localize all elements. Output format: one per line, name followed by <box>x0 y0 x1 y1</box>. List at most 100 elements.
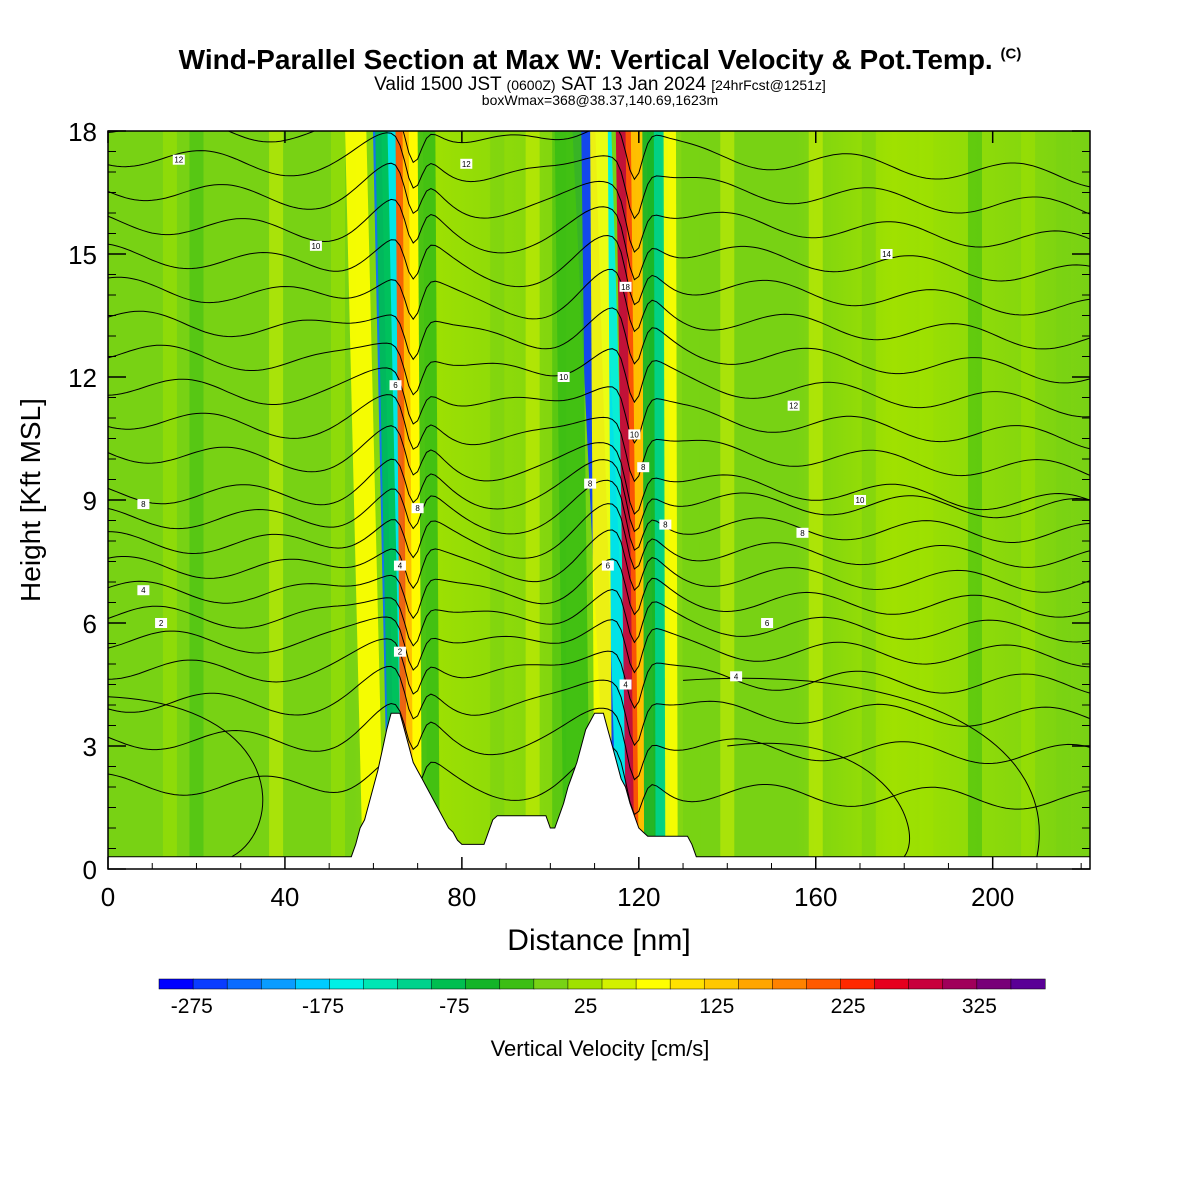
contour-label-text: 4 <box>398 562 403 571</box>
axes: 0 40 80 120 160 200 0 3 6 9 12 15 18 <box>68 117 1090 912</box>
contour-label-text: 8 <box>800 529 805 538</box>
theta-contour <box>108 458 1090 533</box>
contour-label-bg <box>393 646 406 657</box>
box-wmax-info: boxWmax=368@38.37,140.69,1623m <box>481 92 719 108</box>
field-streak <box>331 131 346 869</box>
contour-label: 6 <box>761 618 774 628</box>
theta-contour <box>108 131 1090 188</box>
contour-label-text: 4 <box>141 586 146 595</box>
colorbar-swatch <box>192 978 228 990</box>
contour-label: 8 <box>584 478 597 489</box>
contour-label-text: 8 <box>641 463 646 472</box>
contour-label: 2 <box>155 618 168 628</box>
y-tick-label: 12 <box>68 363 97 393</box>
colorbar-swatch <box>260 978 296 990</box>
colorbar-swatch <box>226 978 262 990</box>
contour-label: 4 <box>619 679 632 690</box>
contour-label-bg <box>172 154 185 165</box>
contour-label-bg <box>761 618 774 628</box>
colorbar-swatch <box>158 978 194 990</box>
contour-label-text: 4 <box>734 672 739 681</box>
contour-label: 2 <box>393 646 406 657</box>
colorbar-tick-label: -175 <box>302 995 344 1018</box>
colorbar-swatch <box>465 978 501 990</box>
valid-time-utc: (0600Z) <box>506 77 556 93</box>
y-tick-label: 6 <box>83 609 97 639</box>
contour-label-bg <box>309 240 322 251</box>
theta-contour <box>108 162 1090 253</box>
theta-contour <box>108 234 1090 316</box>
chart-subtitle: Valid 1500 JST (0600Z) SAT 13 Jan 2024 [… <box>0 74 1200 96</box>
colorbar-swatch <box>499 978 535 990</box>
contour-label-text: 10 <box>559 373 568 382</box>
theta-contour <box>108 638 1090 709</box>
contour-label: 10 <box>628 429 641 440</box>
contour-label: 12 <box>172 154 185 165</box>
x-tick-label: 0 <box>101 882 115 912</box>
contour-label-text: 2 <box>398 648 403 657</box>
colorbar-tick-label: -75 <box>439 995 469 1018</box>
theta-contour <box>727 742 911 858</box>
x-tick-label: 120 <box>617 882 660 912</box>
colorbar-swatch <box>567 978 603 990</box>
contour-label-bg <box>730 671 743 682</box>
theta-contour <box>108 425 1090 515</box>
contour-label-bg <box>628 429 641 440</box>
y-tick-label: 0 <box>83 855 97 885</box>
contour-label-text: 6 <box>393 381 398 390</box>
contour-label: 8 <box>411 503 424 514</box>
colorbar-swatch <box>363 978 399 990</box>
theta-contour <box>108 588 1090 647</box>
theta-contour <box>108 342 1090 418</box>
theta-contour <box>108 616 1090 674</box>
velocity-band <box>345 131 385 869</box>
contour-label-text: 12 <box>789 402 798 411</box>
field-streak <box>919 131 934 869</box>
theta-contour <box>108 665 1090 747</box>
contour-label-text: 12 <box>462 160 471 169</box>
colorbar: -275 -175 -75 25 125 225 325 <box>158 978 1046 1018</box>
colorbar-tick-label: 325 <box>962 995 997 1018</box>
colorbar-swatch <box>772 978 808 990</box>
theta-contour <box>108 503 1090 570</box>
contour-label: 10 <box>557 372 570 382</box>
field-streak <box>967 131 982 869</box>
contour-label: 8 <box>796 527 809 538</box>
field-streak <box>755 131 770 869</box>
contour-label-bg <box>137 585 150 596</box>
contour-label: 4 <box>137 585 150 596</box>
valid-time-label: Valid 1500 JST <box>374 74 502 95</box>
contour-label-text: 4 <box>623 681 628 690</box>
contour-label-bg <box>393 560 406 571</box>
forecast-info: [24hrFcst@1251z] <box>711 77 826 93</box>
contour-label-bg <box>853 495 866 505</box>
colorbar-swatch <box>874 978 910 990</box>
colorbar-tick-label: 125 <box>699 995 734 1018</box>
colorbar-swatch <box>806 978 842 990</box>
contour-label-bg <box>637 462 650 473</box>
velocity-band <box>417 131 440 869</box>
field-streak <box>189 131 204 869</box>
terrain <box>107 712 1091 870</box>
contour-label-text: 18 <box>621 283 630 292</box>
contour-label-text: 8 <box>588 480 593 489</box>
contour-label-text: 6 <box>765 619 770 628</box>
contour-label: 14 <box>880 249 893 259</box>
y-tick-label: 9 <box>83 486 97 516</box>
contour-label: 10 <box>853 495 866 505</box>
colorbar-swatch <box>397 978 433 990</box>
contour-label-bg <box>601 560 614 571</box>
theta-contour <box>108 529 1090 593</box>
colorbar-swatch <box>295 978 330 990</box>
theta-contour <box>108 702 1090 781</box>
field-streak <box>1021 131 1036 869</box>
contour-label-bg <box>787 400 800 411</box>
contour-label-bg <box>137 499 150 510</box>
x-axis-label: Distance [nm] <box>507 924 690 957</box>
field-streak <box>490 131 505 869</box>
contour-label-bg <box>584 478 597 489</box>
contour-label-text: 8 <box>663 521 668 530</box>
contour-label-bg <box>411 503 424 514</box>
contour-label-bg <box>389 380 402 391</box>
